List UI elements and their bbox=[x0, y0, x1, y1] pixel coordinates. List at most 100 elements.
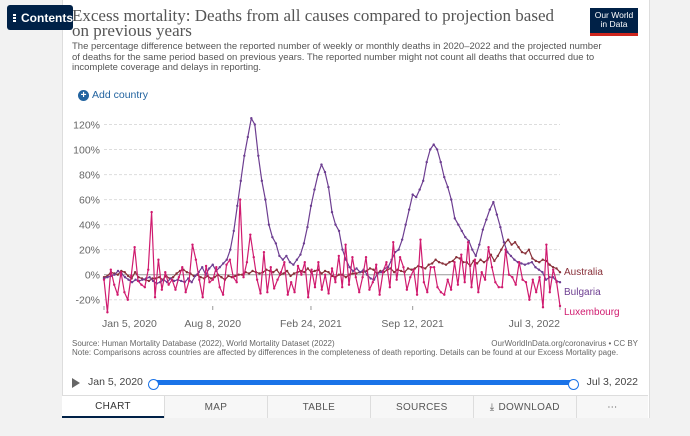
data-point bbox=[479, 258, 482, 261]
data-point bbox=[538, 260, 541, 264]
data-point bbox=[555, 267, 558, 270]
data-point bbox=[506, 250, 509, 254]
tab-table[interactable]: TABLE bbox=[266, 396, 370, 418]
owid-logo[interactable]: Our World in Data bbox=[590, 8, 638, 36]
data-point bbox=[358, 271, 362, 274]
timeline-end-handle[interactable] bbox=[568, 379, 579, 390]
data-point bbox=[191, 243, 194, 246]
data-point bbox=[426, 291, 429, 294]
tab-download[interactable]: ⤓ DOWNLOAD bbox=[472, 396, 576, 418]
tab-map[interactable]: MAP bbox=[163, 396, 267, 418]
data-point bbox=[141, 278, 144, 281]
data-point bbox=[246, 135, 250, 139]
data-point bbox=[238, 198, 242, 201]
data-point bbox=[443, 175, 446, 179]
data-point bbox=[337, 273, 341, 276]
y-tick-label: -20% bbox=[75, 295, 100, 307]
data-point bbox=[444, 263, 448, 266]
data-point bbox=[422, 281, 426, 284]
data-point bbox=[337, 229, 341, 233]
data-point bbox=[354, 276, 358, 279]
tab-chart[interactable]: CHART bbox=[62, 396, 164, 418]
data-point bbox=[313, 188, 316, 191]
data-point bbox=[432, 143, 435, 146]
data-point bbox=[361, 276, 364, 279]
data-point bbox=[220, 276, 223, 279]
data-point bbox=[237, 273, 240, 276]
data-point bbox=[286, 293, 289, 296]
data-point bbox=[475, 262, 479, 265]
data-point bbox=[441, 262, 444, 265]
share-icon: ⋯ bbox=[607, 401, 618, 413]
chart-card bbox=[62, 0, 650, 418]
source-url[interactable]: OurWorldInData.org/coronavirus • CC BY bbox=[491, 339, 638, 348]
data-point bbox=[316, 173, 320, 176]
data-point bbox=[482, 260, 486, 264]
tab-bar: CHART MAP TABLE SOURCES ⤓ DOWNLOAD ⋯ bbox=[62, 395, 649, 418]
data-point bbox=[285, 254, 288, 258]
logo-line-2: in Data bbox=[600, 19, 628, 29]
data-point bbox=[147, 279, 151, 283]
tab-chart-label: CHART bbox=[95, 400, 131, 412]
data-point bbox=[130, 274, 133, 278]
data-point bbox=[398, 255, 402, 259]
timeline-start-label: Jan 5, 2020 bbox=[88, 376, 143, 388]
data-point bbox=[327, 185, 330, 189]
data-point bbox=[276, 278, 279, 281]
tab-share[interactable]: ⋯ bbox=[575, 396, 649, 418]
data-point bbox=[510, 243, 513, 246]
data-point bbox=[439, 291, 443, 294]
data-point bbox=[113, 273, 116, 276]
data-point bbox=[375, 263, 378, 266]
data-point bbox=[337, 254, 341, 258]
contents-button[interactable]: Contents bbox=[7, 5, 73, 30]
data-point bbox=[488, 208, 492, 211]
data-point bbox=[517, 245, 520, 249]
data-point bbox=[404, 223, 407, 226]
data-point bbox=[432, 266, 436, 269]
data-point bbox=[130, 281, 134, 284]
data-point bbox=[392, 240, 395, 244]
data-point bbox=[175, 272, 178, 275]
data-point bbox=[460, 229, 463, 233]
data-point bbox=[395, 278, 398, 281]
data-point bbox=[351, 272, 354, 275]
data-point bbox=[463, 281, 466, 284]
data-point bbox=[538, 276, 541, 279]
data-point bbox=[530, 260, 534, 264]
play-icon[interactable] bbox=[72, 378, 80, 388]
data-point bbox=[541, 258, 544, 261]
data-point bbox=[439, 160, 442, 164]
download-icon: ⤓ bbox=[489, 401, 495, 413]
data-point bbox=[480, 271, 483, 274]
data-point bbox=[222, 262, 225, 265]
data-point bbox=[481, 228, 485, 231]
data-point bbox=[208, 281, 211, 284]
timeline-track[interactable] bbox=[148, 379, 579, 390]
add-country-button[interactable]: + Add country bbox=[78, 89, 148, 101]
data-point bbox=[317, 260, 320, 264]
data-point bbox=[500, 286, 504, 289]
data-point bbox=[456, 283, 460, 286]
data-point bbox=[136, 279, 140, 283]
data-point bbox=[157, 258, 160, 261]
data-point bbox=[517, 260, 521, 264]
data-point bbox=[275, 268, 278, 271]
data-point bbox=[524, 252, 527, 255]
data-point bbox=[225, 258, 228, 261]
data-point bbox=[171, 276, 175, 279]
data-point bbox=[236, 204, 239, 208]
data-point bbox=[218, 266, 221, 269]
data-point bbox=[493, 259, 496, 263]
timeline-start-handle[interactable] bbox=[148, 379, 159, 390]
data-point bbox=[302, 242, 306, 245]
data-point bbox=[167, 283, 170, 286]
data-point bbox=[521, 278, 524, 281]
data-point bbox=[534, 291, 538, 294]
data-point bbox=[513, 258, 516, 261]
data-point bbox=[320, 288, 323, 291]
data-point bbox=[528, 298, 531, 301]
data-point bbox=[434, 258, 437, 261]
tab-sources[interactable]: SOURCES bbox=[369, 396, 473, 418]
data-point bbox=[211, 278, 215, 281]
